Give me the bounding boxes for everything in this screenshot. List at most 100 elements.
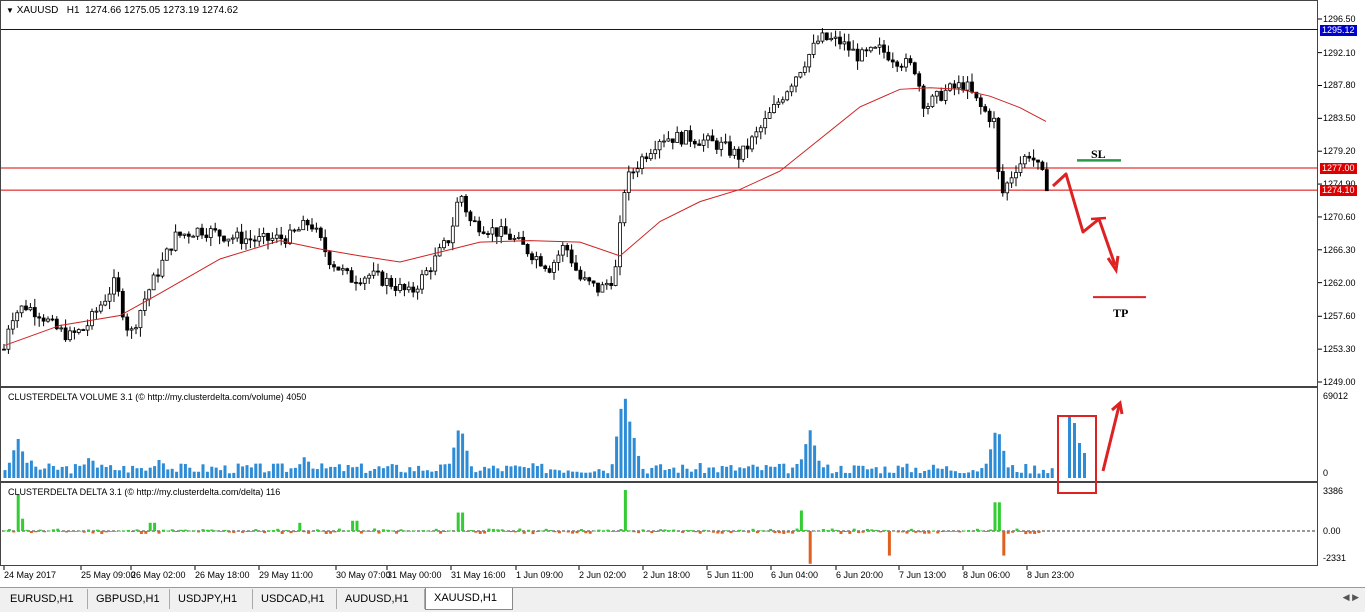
chart-tab[interactable]: USDJPY,H1 (170, 589, 253, 609)
candle-body (833, 36, 838, 39)
delta-bar (557, 531, 561, 534)
volume-bar (267, 471, 271, 478)
volume-bar (179, 463, 183, 478)
candle-body (587, 277, 592, 282)
delta-bar (245, 531, 249, 532)
delta-bar (16, 494, 20, 531)
delta-bar (637, 531, 641, 534)
delta-bar (346, 530, 350, 532)
candle-body (112, 277, 116, 295)
tab-scroll-arrows[interactable]: ◀ ▶ (1342, 592, 1359, 602)
volume-bar (412, 471, 416, 478)
candle-body (965, 81, 970, 91)
volume-bar (588, 472, 592, 478)
candle-body (450, 225, 455, 244)
candle-body (376, 270, 380, 273)
volume-bar (553, 469, 557, 478)
delta-bar (210, 529, 214, 531)
delta-bar (949, 531, 953, 532)
volume-bar (408, 467, 412, 478)
volume-bar (610, 464, 614, 478)
volume-bar (351, 467, 355, 478)
delta-bar (760, 530, 764, 532)
timeframe-label: H1 (66, 5, 80, 16)
volume-bar (135, 468, 139, 478)
candle-body (244, 238, 248, 244)
candle-body (613, 266, 618, 286)
volume-bar (557, 470, 561, 478)
candle-body (530, 253, 534, 261)
chart-tab[interactable]: XAUUSD,H1 (425, 588, 513, 610)
candle-body (85, 325, 90, 331)
candle-body (230, 237, 235, 240)
chart-tab[interactable]: USDCAD,H1 (253, 589, 337, 609)
candle-body (926, 106, 930, 109)
delta-bar (219, 531, 223, 532)
price-chart-pane[interactable] (0, 0, 1318, 387)
candle-body (864, 49, 869, 52)
dropdown-triangle-icon[interactable]: ▼ (6, 6, 14, 15)
chart-tab[interactable]: EURUSD,H1 (2, 589, 88, 609)
volume-bar (38, 469, 42, 478)
volume-bar (839, 465, 843, 478)
delta-bar (531, 531, 535, 535)
delta-bar (676, 531, 680, 532)
volume-bar (29, 460, 33, 478)
delta-bar (588, 531, 592, 534)
delta-bar (197, 531, 201, 533)
delta-bar (1041, 531, 1045, 532)
chart-tab[interactable]: AUDUSD,H1 (337, 589, 425, 609)
delta-bar (1019, 531, 1023, 532)
delta-bar (967, 530, 971, 531)
volume-bar (518, 466, 522, 478)
candle-body (851, 48, 856, 51)
delta-bar (984, 531, 988, 532)
time-axis-label: 25 May 09:00 (81, 570, 136, 580)
delta-bar (601, 530, 605, 532)
delta-bar (681, 531, 685, 533)
volume-bar (298, 464, 302, 478)
volume-bar (716, 472, 720, 478)
time-axis-label: 30 May 07:00 (336, 570, 391, 580)
delta-bar (527, 529, 531, 531)
volume-bar (399, 471, 403, 478)
volume-bar (320, 463, 324, 478)
candle-body (72, 330, 77, 333)
candle-body (657, 140, 662, 151)
candle-body (481, 231, 486, 234)
chart-tab[interactable]: GBPUSD,H1 (88, 589, 170, 609)
volume-indicator-pane[interactable] (0, 387, 1318, 482)
delta-bar (474, 531, 478, 533)
delta-bar (38, 529, 42, 531)
delta-bar (478, 531, 482, 534)
candle-body (164, 248, 169, 261)
candle-body (305, 219, 310, 226)
delta-bar (205, 529, 209, 531)
volume-bar (289, 468, 293, 478)
delta-bar (430, 530, 434, 532)
candle-body (314, 227, 319, 230)
price-level-label: 1262.00 (1323, 277, 1356, 288)
volume-bar (417, 465, 421, 478)
volume-bar (276, 463, 280, 478)
candle-body (54, 318, 59, 330)
volume-bar (641, 468, 645, 478)
volume-bar (355, 466, 359, 478)
volume-bar (597, 469, 601, 478)
delta-bar (258, 531, 262, 532)
candle-body (574, 262, 578, 271)
delta-bar (315, 529, 319, 531)
delta-bar (267, 530, 271, 532)
delta-bar (1024, 531, 1028, 535)
delta-indicator-pane[interactable] (0, 482, 1318, 566)
delta-bar (615, 531, 619, 532)
delta-bar (21, 518, 25, 531)
delta-bar (390, 530, 394, 532)
volume-bar (1041, 469, 1045, 478)
price-level-label: 1296.50 (1323, 14, 1356, 24)
candle-body (987, 110, 992, 123)
candle-body (728, 141, 732, 156)
delta-bar (271, 530, 275, 531)
volume-bar (223, 465, 227, 478)
candle-body (745, 145, 750, 150)
